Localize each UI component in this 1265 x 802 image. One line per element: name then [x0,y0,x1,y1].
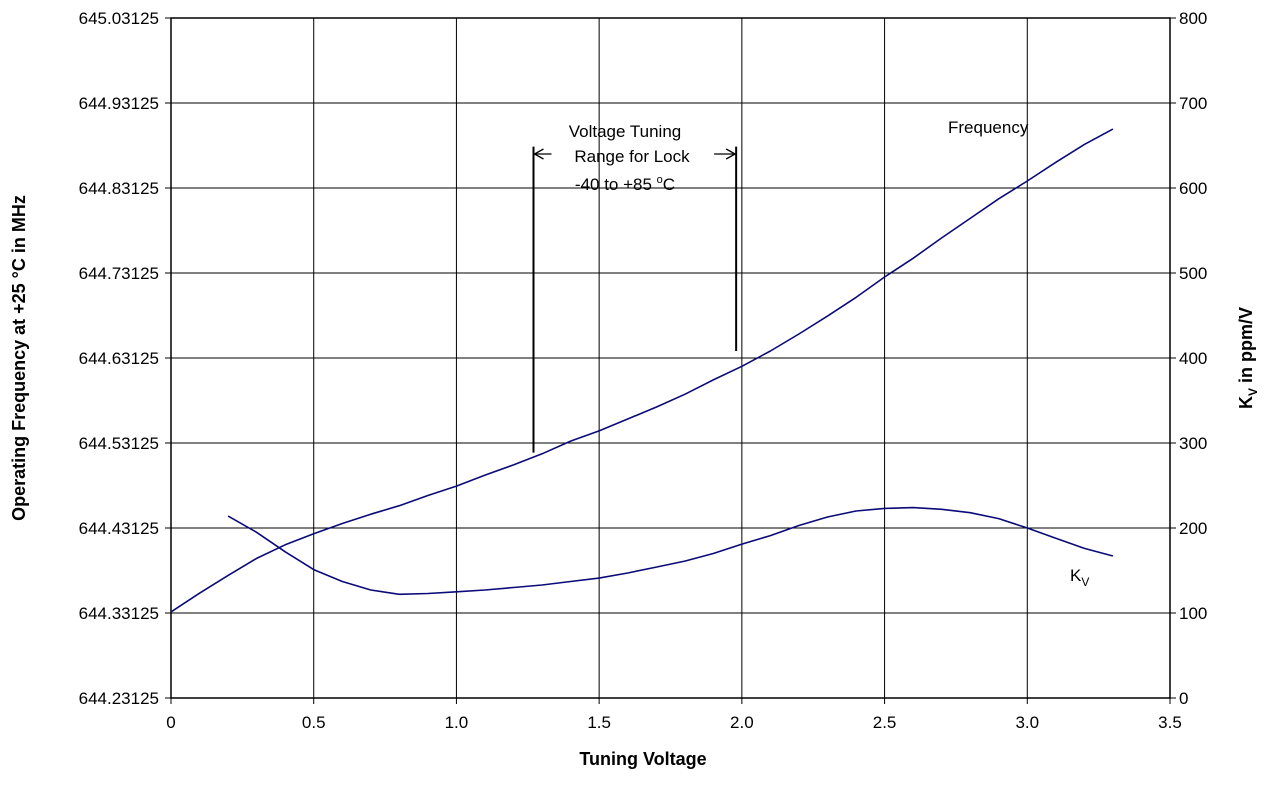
right-y-axis-title-rest: in ppm/V [1236,307,1256,388]
x-tick-label: 0.5 [302,713,326,732]
x-tick-label: 3.0 [1015,713,1039,732]
right-y-tick-label: 700 [1179,94,1207,113]
kv-series-label: KV [1070,566,1089,589]
x-axis-ticks: 0 0.5 1.0 1.5 2.0 2.5 3.0 3.5 [166,698,1182,732]
frequency-series-label: Frequency [948,118,1029,137]
series-layer [170,128,1114,613]
kv-series-label-main: K [1070,566,1082,585]
lock-range-label-line1: Voltage Tuning [569,122,681,141]
right-y-axis-title-main: K [1236,396,1256,409]
left-y-axis-title: Operating Frequency at +25 °C in MHz [9,195,29,521]
x-tick-label: 3.5 [1158,713,1182,732]
right-y-tick-label: 200 [1179,519,1207,538]
left-y-tick-label: 644.53125 [79,434,159,453]
lock-range-markers [532,146,738,453]
right-y-tick-label: 400 [1179,349,1207,368]
left-y-tick-label: 644.63125 [79,349,159,368]
right-y-axis-title-sub: V [1246,388,1260,396]
right-y-tick-label: 0 [1179,689,1188,708]
x-axis-title: Tuning Voltage [579,749,706,769]
lock-range-temp: -40 to +85 [575,175,657,194]
lock-range-right-arrow-head [725,148,737,160]
x-tick-label: 1.0 [445,713,469,732]
left-y-tick-label: 644.93125 [79,94,159,113]
left-y-tick-label: 644.23125 [79,689,159,708]
right-y-axis-ticks: 0 100 200 300 400 500 600 700 800 [1170,9,1207,708]
kv-series-label-sub: V [1081,575,1089,589]
lock-range-label-line2: Range for Lock [574,147,690,166]
right-y-tick-label: 100 [1179,604,1207,623]
left-y-tick-label: 644.83125 [79,179,159,198]
x-tick-label: 2.5 [873,713,897,732]
frequency-series-line [170,128,1114,613]
left-y-tick-label: 644.33125 [79,604,159,623]
right-y-tick-label: 800 [1179,9,1207,28]
lock-range-label-line3: -40 to +85 oC [575,174,675,194]
right-y-tick-label: 600 [1179,179,1207,198]
degree-mark: o [657,174,663,186]
right-y-axis-title: KV in ppm/V [1236,307,1260,409]
kv-series-line [227,506,1114,596]
left-y-tick-label: 644.43125 [79,519,159,538]
left-y-tick-label: 645.03125 [79,9,159,28]
right-y-tick-label: 300 [1179,434,1207,453]
celsius-unit: C [663,175,675,194]
x-tick-label: 2.0 [730,713,754,732]
right-y-tick-label: 500 [1179,264,1207,283]
x-tick-label: 0 [166,713,175,732]
x-tick-label: 1.5 [587,713,611,732]
lock-range-left-arrow-head [533,148,544,160]
left-y-tick-label: 644.73125 [79,264,159,283]
left-y-axis-ticks: 644.23125 644.33125 644.43125 644.53125 644.… [79,9,171,708]
grid [171,18,1170,698]
